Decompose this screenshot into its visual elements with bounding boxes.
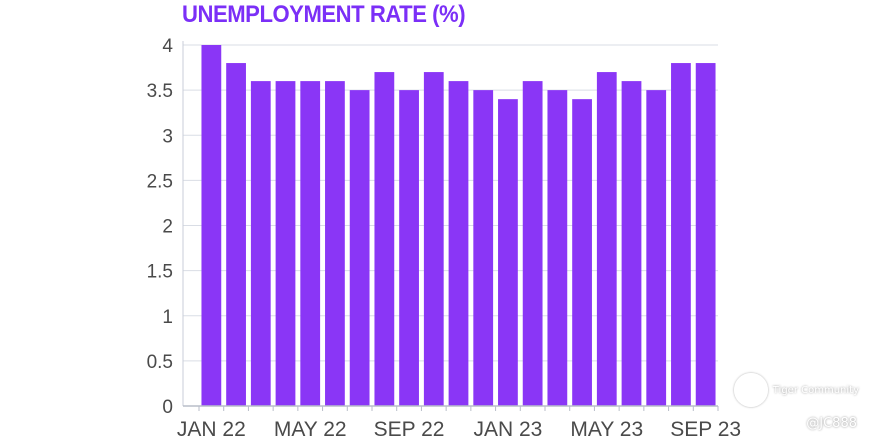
- bar: [621, 81, 642, 406]
- bar: [201, 45, 222, 406]
- bar: [250, 81, 271, 406]
- bar: [695, 63, 716, 407]
- bars: [201, 45, 716, 407]
- x-tick-label: MAY 23: [570, 418, 643, 441]
- x-tick-label: SEP 22: [374, 418, 445, 441]
- bar: [349, 90, 370, 406]
- bar: [374, 72, 395, 406]
- bar: [646, 90, 667, 406]
- x-tick-label: SEP 23: [670, 418, 741, 441]
- bar: [226, 63, 246, 407]
- bar: [498, 99, 518, 407]
- bar: [448, 81, 469, 406]
- axes: [182, 41, 719, 411]
- chart-title: UNEMPLOYMENT RATE (%): [182, 1, 466, 28]
- bar: [473, 90, 494, 406]
- y-tick-label: 2.5: [147, 171, 173, 192]
- tiger-logo-icon: [733, 373, 768, 407]
- x-tick-label: JAN 22: [177, 418, 246, 441]
- watermark-brand: Tiger Community: [772, 384, 859, 396]
- bar: [547, 90, 568, 406]
- watermark: Tiger Community: [733, 373, 859, 407]
- x-tick-label: JAN 23: [473, 418, 542, 441]
- bar: [325, 81, 345, 406]
- y-tick-label: 3: [162, 126, 173, 147]
- y-tick-label: 4: [162, 36, 173, 57]
- y-tick-label: 0: [162, 397, 173, 418]
- y-tick-label: 1: [162, 307, 173, 328]
- bar: [399, 90, 419, 406]
- bar: [572, 99, 592, 407]
- bar: [300, 81, 321, 406]
- bar: [423, 72, 444, 406]
- y-tick-label: 1.5: [147, 262, 173, 283]
- bar: [522, 81, 543, 406]
- y-tick-label: 0.5: [147, 352, 173, 373]
- y-tick-label: 3.5: [147, 81, 173, 102]
- x-tick-label: MAY 22: [274, 418, 347, 441]
- bar: [275, 81, 296, 406]
- bar: [671, 63, 691, 407]
- y-tick-labels: 0 0.5 1 1.5 2 2.5 3 3.5 4: [147, 36, 174, 418]
- bar: [596, 72, 617, 406]
- y-tick-label: 2: [162, 217, 173, 238]
- x-tick-labels: JAN 22 MAY 22 SEP 22 JAN 23 MAY 23 SEP 23: [177, 418, 741, 441]
- watermark-handle: @JC888: [806, 416, 857, 431]
